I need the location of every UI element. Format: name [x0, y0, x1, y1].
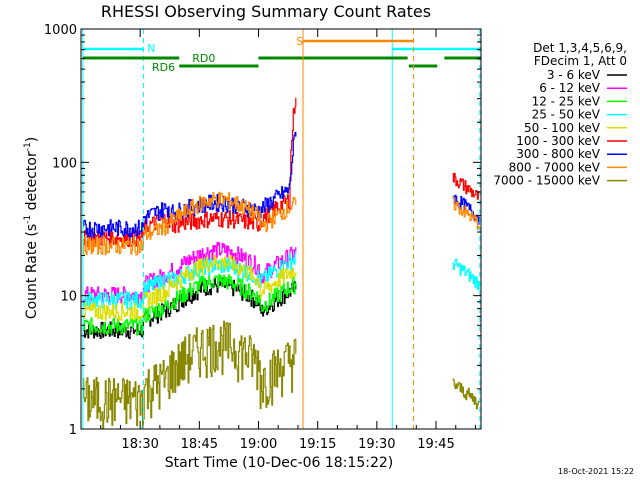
legend-label: 300 - 800 keV — [516, 147, 600, 161]
series-line — [82, 320, 297, 429]
series-line — [82, 191, 297, 256]
x-axis-label: Start Time (10-Dec-06 18:15:22) — [165, 455, 393, 471]
legend-label: 100 - 300 keV — [516, 134, 600, 148]
series-12-25-kev — [82, 274, 297, 336]
legend-label: 12 - 25 keV — [532, 94, 601, 108]
x-tick-label: 19:45 — [417, 437, 454, 452]
annotation-layer: N RD0 RD6 S — [82, 29, 481, 429]
series-line — [82, 254, 297, 321]
y-tick-label: 100 — [52, 156, 77, 171]
rd0-label: RD0 — [192, 52, 215, 65]
x-tick-label: 19:15 — [299, 437, 336, 452]
legend-label: 25 - 50 keV — [532, 108, 601, 122]
night-label: N — [147, 42, 155, 55]
y-axis-label: Count Rate (s-1 detector-1) — [23, 137, 40, 319]
x-tick-label: 18:30 — [121, 437, 158, 452]
x-tick-label: 18:45 — [181, 437, 218, 452]
y-tick-label: 1 — [69, 423, 77, 438]
plot-frame — [80, 28, 482, 430]
series-800-7000-kev — [82, 191, 480, 256]
legend-header-2: FDecim 1, Att 0 — [534, 54, 627, 68]
rd6-label: RD6 — [152, 61, 175, 74]
legend-label: 800 - 7000 keV — [509, 160, 601, 174]
y-tick-label: 10 — [60, 290, 77, 305]
series-7000-15000-kev — [82, 320, 480, 429]
legend-label: 7000 - 15000 keV — [493, 174, 600, 188]
footer-date: 18-Oct-2021 15:22 — [558, 467, 634, 476]
series-line — [452, 196, 480, 230]
series-line — [452, 378, 480, 410]
series-300-800-kev — [82, 131, 480, 238]
legend-label: 50 - 100 keV — [524, 121, 601, 135]
legend-header-1: Det 1,3,4,5,6,9, — [533, 41, 627, 55]
axes: 18:30 18:45 19:00 19:15 19:30 19:45 1 10 100 1000 — [44, 23, 482, 452]
x-tick-label: 19:00 — [240, 437, 277, 452]
chart-title: RHESSI Observing Summary Count Rates — [101, 2, 431, 21]
series-layer — [82, 97, 480, 429]
legend-label: 3 - 6 keV — [547, 68, 601, 82]
series-line — [82, 274, 297, 336]
x-tick-label: 19:30 — [358, 437, 395, 452]
legend-label: 6 - 12 keV — [539, 81, 601, 95]
series-line — [452, 172, 480, 200]
series-line — [452, 258, 480, 290]
y-tick-label: 1000 — [44, 23, 77, 38]
saa-label: S — [296, 35, 303, 48]
series-50-100-kev — [82, 254, 297, 321]
